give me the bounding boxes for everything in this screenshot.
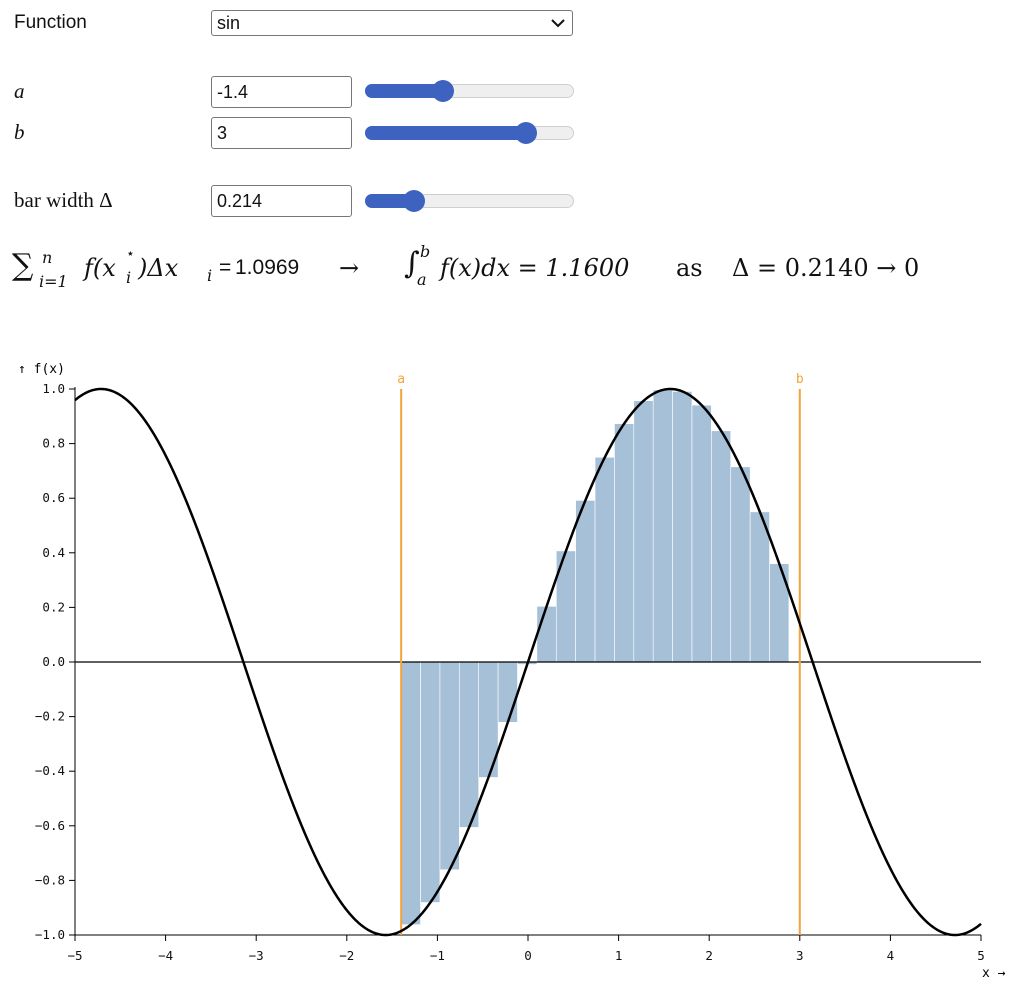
bound-a-label: a <box>397 372 405 387</box>
bound-b-label: b <box>796 372 804 387</box>
function-label: Function <box>14 12 87 33</box>
riemann-chart: ↑ f(x) x → 1.0 0.8 0.6 0.4 0.2 0.0 −0.2 −0.4 −0.… <box>18 362 1006 981</box>
a-slider-fill <box>365 84 450 98</box>
riemann-bar <box>459 661 480 828</box>
sum-symbol: ∑ <box>12 248 34 283</box>
y-tick-label: 0.6 <box>42 490 65 505</box>
integral-upper: b <box>420 242 431 261</box>
x-axis-label: x → <box>982 966 1006 981</box>
arrow-symbol: → <box>339 254 360 282</box>
x-tick-label: 1 <box>615 948 623 963</box>
riemann-bar <box>769 563 790 663</box>
b-slider-thumb[interactable] <box>515 122 538 144</box>
sum-lower: i=1 <box>39 272 68 291</box>
integral-symbol: ∫ <box>404 246 420 281</box>
integral-body: f(x)dx = 1.1600 <box>440 254 630 282</box>
b-slider-fill <box>365 126 533 140</box>
integral-lower: a <box>417 270 427 289</box>
riemann-bar <box>633 400 654 663</box>
riemann-bar <box>652 389 673 663</box>
riemann-bar <box>614 423 635 663</box>
b-input[interactable]: 3 <box>211 117 352 149</box>
a-slider-thumb[interactable] <box>432 80 455 102</box>
riemann-bar <box>749 511 770 663</box>
riemann-bar <box>575 500 596 663</box>
y-tick-label: −0.6 <box>35 818 65 833</box>
x-tick-label: −4 <box>158 948 173 963</box>
x-tick-label: −1 <box>430 948 445 963</box>
riemann-bar <box>536 606 557 663</box>
sum-body: f(x <box>84 254 116 282</box>
y-axis-label: ↑ f(x) <box>18 362 65 377</box>
riemann-bar <box>730 466 751 663</box>
sum-body-sub: i <box>126 268 132 287</box>
riemann-formula: ∑ n i=1 f(x ⋆ i )Δx i = 1.0969 → ∫ b a f… <box>12 242 1002 296</box>
riemann-bar <box>400 661 421 925</box>
y-tick-label: 1.0 <box>42 381 65 396</box>
b-label: b <box>14 120 25 144</box>
chevron-down-icon <box>551 19 565 28</box>
sum-upper: n <box>42 248 53 267</box>
riemann-bar <box>497 661 518 723</box>
function-select[interactable]: sin <box>211 10 573 36</box>
sum-body-sup: ⋆ <box>126 246 135 262</box>
a-label: a <box>14 79 25 103</box>
sum-body-tail-sub: i <box>207 266 213 285</box>
y-tick-label: 0.8 <box>42 436 65 451</box>
bar-width-label: bar width Δ <box>14 188 113 212</box>
riemann-bar <box>439 661 460 871</box>
x-tick-label: 0 <box>524 948 532 963</box>
bar-width-slider-thumb[interactable] <box>402 190 425 212</box>
function-select-value: sin <box>217 13 241 33</box>
y-tick-label: 0.0 <box>42 654 65 669</box>
riemann-bar <box>711 430 732 663</box>
y-tick-label: −0.4 <box>35 763 65 778</box>
riemann-sum-value: 1.0969 <box>235 256 300 279</box>
a-input[interactable]: -1.4 <box>211 76 352 108</box>
b-slider[interactable] <box>365 122 574 144</box>
function-curve <box>74 387 982 937</box>
delta-limit: Δ = 0.2140 → 0 <box>732 254 920 282</box>
y-tick-label: −0.8 <box>35 872 65 887</box>
sum-equals: = <box>219 256 232 279</box>
x-tick-label: 4 <box>887 948 895 963</box>
y-tick-label: 0.4 <box>42 545 65 560</box>
x-tick-label: −2 <box>339 948 354 963</box>
x-tick-label: −5 <box>67 948 82 963</box>
x-tick-label: 2 <box>705 948 713 963</box>
riemann-bar <box>672 391 693 663</box>
as-text: as <box>676 254 703 282</box>
sum-body-tail: )Δx <box>138 254 179 282</box>
riemann-bar <box>594 456 615 663</box>
bar-width-slider[interactable] <box>365 190 574 212</box>
x-tick-label: 5 <box>977 948 985 963</box>
x-tick-label: −3 <box>249 948 264 963</box>
riemann-bar <box>420 661 441 903</box>
x-tick-label: 3 <box>796 948 804 963</box>
a-slider[interactable] <box>365 80 574 102</box>
y-tick-label: 0.2 <box>42 599 65 614</box>
y-tick-label: −0.2 <box>35 709 65 724</box>
bar-width-input[interactable]: 0.214 <box>211 185 352 217</box>
y-tick-label: −1.0 <box>35 927 65 942</box>
riemann-bar <box>691 404 712 663</box>
